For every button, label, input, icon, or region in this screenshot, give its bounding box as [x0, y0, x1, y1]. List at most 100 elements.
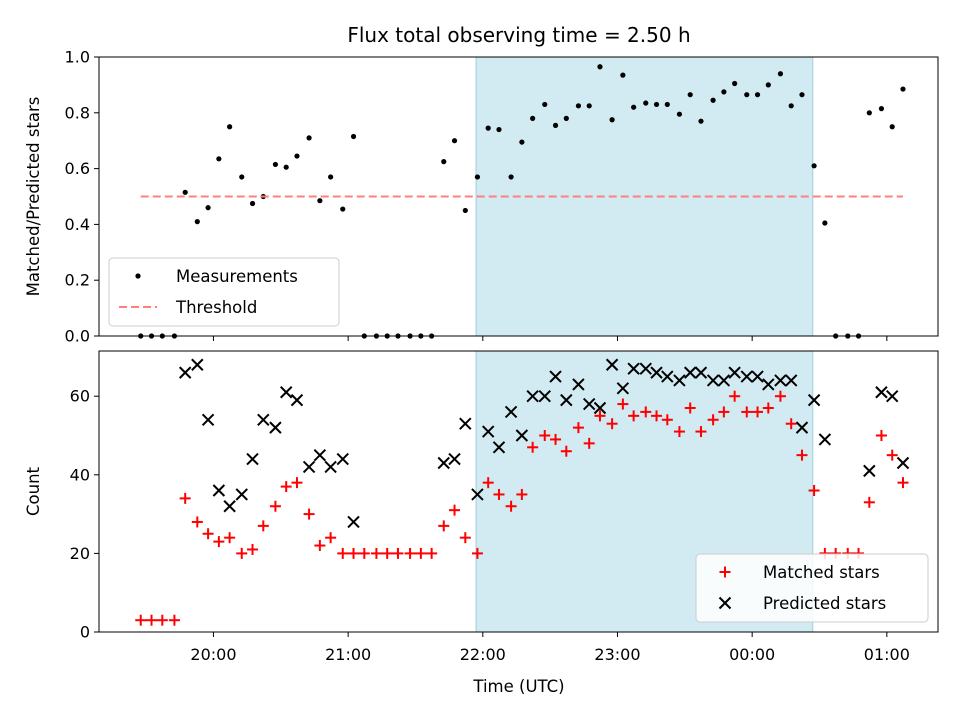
predicted-point: [762, 378, 775, 391]
predicted-point: [751, 370, 764, 383]
predicted-point: [437, 456, 450, 470]
x-tick-label: 22:00: [460, 645, 506, 664]
predicted-point: [593, 401, 607, 415]
measurement-point: [698, 118, 704, 124]
matched-point: [707, 414, 719, 426]
y-tick-label: 0.4: [65, 215, 90, 234]
measurement-point: [575, 103, 582, 109]
measurement-point: [754, 92, 761, 98]
predicted-point: [661, 370, 674, 383]
measurement-point: [900, 86, 906, 92]
measurement-point: [182, 189, 188, 195]
matched-point: [191, 516, 203, 528]
matched-point: [135, 614, 147, 626]
ratio-panel: 0.0 0.2 0.4 0.6 0.8 1.0 Matched/Predicted sta…: [24, 48, 939, 346]
predicted-point: [774, 374, 787, 387]
measurement-point: [866, 110, 872, 116]
measurement-point: [811, 163, 817, 169]
matched-point: [438, 520, 450, 532]
matched-point: [583, 437, 595, 449]
matched-point: [886, 449, 898, 461]
matched-point: [606, 418, 618, 430]
matched-point: [493, 488, 505, 500]
matched-point: [550, 433, 562, 445]
legend-dot-swatch: [135, 273, 141, 279]
matched-point: [741, 406, 753, 418]
x-tick-label: 01:00: [864, 645, 910, 664]
predicted-point: [504, 405, 518, 419]
measurement-point: [889, 124, 895, 130]
matched-point: [752, 406, 764, 418]
measurement-point: [530, 115, 536, 121]
matched-point: [762, 402, 774, 414]
matched-point: [247, 543, 259, 555]
predicted-point: [347, 515, 360, 529]
matched-point: [897, 477, 909, 489]
measurement-point: [328, 174, 334, 180]
predicted-point: [492, 441, 506, 454]
measurement-point: [272, 161, 279, 168]
measurement-point: [563, 115, 569, 121]
measurement-point: [205, 205, 211, 211]
count-legend: Matched stars Predicted stars: [695, 553, 929, 623]
measurement-point: [485, 125, 491, 131]
predicted-point: [683, 366, 697, 379]
predicted-point: [257, 413, 270, 426]
predicted-point: [279, 386, 293, 399]
matched-point: [875, 429, 887, 441]
measurement-point: [519, 139, 525, 145]
matched-point: [146, 614, 158, 626]
predicted-point: [336, 452, 349, 466]
predicted-point: [269, 421, 282, 434]
measurement-point: [643, 100, 649, 106]
measurement-point: [822, 220, 828, 226]
matched-point: [471, 547, 483, 559]
predicted-point: [302, 460, 316, 474]
matched-point: [651, 410, 663, 422]
predicted-point: [740, 370, 753, 383]
matched-point: [796, 449, 808, 461]
measurement-point: [350, 133, 357, 140]
matched-point: [358, 547, 370, 559]
predicted-point: [896, 456, 910, 470]
matched-point: [449, 504, 461, 516]
measurement-point: [664, 101, 670, 108]
measurement-point: [441, 159, 447, 165]
predicted-point: [717, 374, 731, 387]
matched-point: [426, 547, 438, 559]
legend-box: [108, 257, 340, 327]
matched-point: [560, 445, 572, 457]
predicted-point: [324, 460, 337, 474]
matched-point: [236, 547, 248, 559]
matched-point: [415, 547, 427, 559]
matched-point: [257, 520, 269, 532]
y-tick-label: 0: [80, 623, 90, 642]
matched-point: [673, 426, 685, 438]
measurement-point: [474, 174, 481, 180]
y-tick-label: 40: [70, 465, 90, 484]
predicted-point: [875, 386, 888, 399]
measurement-point: [620, 72, 626, 78]
predicted-point: [694, 366, 708, 379]
measurement-point: [586, 103, 592, 109]
matched-point: [628, 410, 640, 422]
matched-point: [179, 492, 191, 504]
measurement-point: [451, 138, 458, 144]
matched-point: [684, 402, 696, 414]
predicted-point: [818, 433, 832, 446]
measurement-point: [194, 219, 200, 225]
measurement-point: [249, 200, 256, 207]
ratio-y-axis-label: Matched/Predicted stars: [24, 97, 43, 297]
predicted-point: [471, 488, 484, 501]
legend-box: [695, 553, 929, 623]
predicted-point: [627, 362, 640, 375]
matched-point: [482, 477, 494, 489]
legend-label: Matched stars: [763, 563, 880, 582]
measurement-point: [496, 126, 502, 133]
measurement-point: [710, 97, 716, 103]
matched-point: [640, 406, 652, 418]
matched-point: [617, 398, 629, 410]
matched-point: [539, 429, 551, 441]
matched-point: [202, 528, 214, 540]
